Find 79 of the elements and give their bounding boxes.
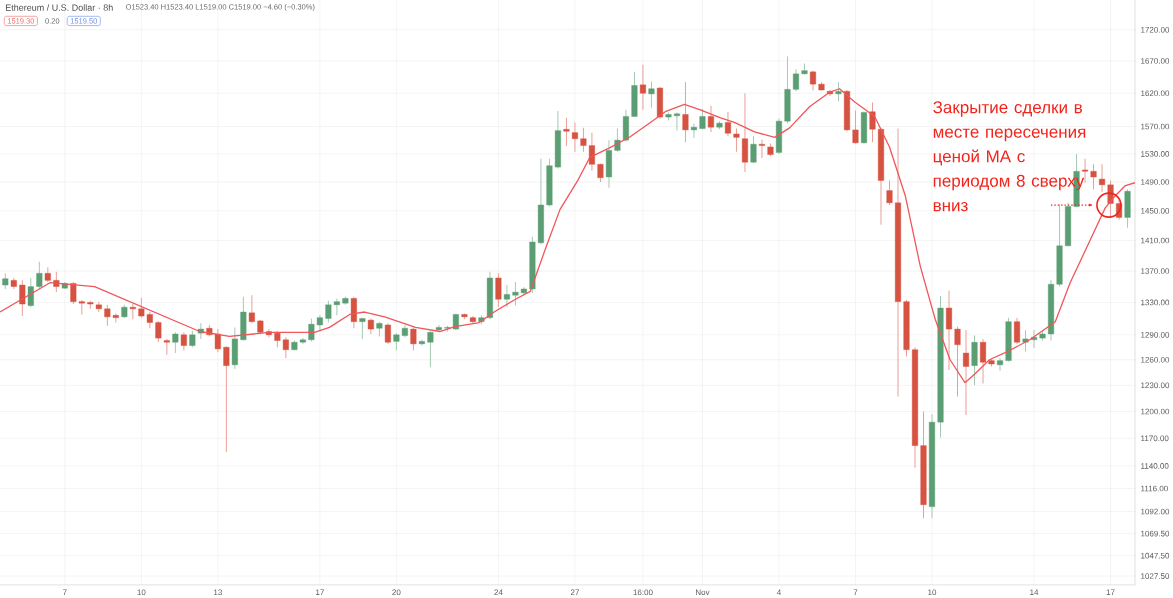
x-tick-label: 13 bbox=[214, 589, 222, 596]
candlestick bbox=[971, 335, 978, 386]
candlestick bbox=[724, 111, 731, 137]
candlestick bbox=[571, 121, 578, 153]
x-tick-label: 20 bbox=[392, 589, 401, 596]
candlestick bbox=[214, 328, 221, 353]
x-tick-label: 7 bbox=[63, 589, 67, 595]
candlestick bbox=[648, 81, 655, 109]
candlestick bbox=[223, 345, 230, 453]
x-tick-label: 27 bbox=[570, 589, 579, 596]
y-tick-label: 1116.00 bbox=[1141, 485, 1168, 492]
y-tick-label: 1290.00 bbox=[1141, 331, 1170, 338]
candlestick bbox=[792, 68, 799, 92]
candlestick bbox=[733, 128, 740, 153]
y-tick-label: 1410.00 bbox=[1141, 237, 1170, 244]
candlestick bbox=[741, 92, 748, 173]
candlestick bbox=[869, 101, 876, 143]
chart-title: Ethereum / U.S. Dollar · 8h bbox=[5, 4, 113, 11]
x-tick-label: 17 bbox=[316, 589, 324, 595]
x-tick-label: 10 bbox=[137, 589, 146, 596]
y-tick-label: 1370.00 bbox=[1141, 268, 1170, 274]
candlestick bbox=[36, 261, 43, 290]
candlestick bbox=[997, 357, 1004, 372]
x-tick-label: 4 bbox=[776, 589, 781, 595]
x-tick-label: 14 bbox=[1030, 589, 1039, 595]
y-tick-label: 1047.50 bbox=[1141, 552, 1170, 559]
y-tick-label: 1027.50 bbox=[1141, 573, 1170, 579]
candlestick bbox=[1014, 317, 1021, 345]
x-tick-label: 7 bbox=[853, 589, 858, 595]
candlestick bbox=[350, 296, 357, 329]
candlestick bbox=[503, 284, 510, 308]
y-tick-label: 1200.00 bbox=[1141, 408, 1170, 415]
y-tick-label: 1230.00 bbox=[1141, 382, 1170, 389]
candlestick bbox=[963, 329, 970, 416]
candlestick bbox=[954, 326, 961, 398]
candlestick bbox=[690, 123, 697, 139]
candlestick bbox=[1099, 163, 1106, 193]
x-tick-label: 16:00 bbox=[633, 589, 653, 596]
candlestick bbox=[19, 279, 26, 317]
x-tick-label: 17 bbox=[1106, 589, 1115, 595]
y-tick-label: 1570.00 bbox=[1141, 123, 1170, 130]
candlestick bbox=[980, 338, 987, 385]
x-tick-label: Nov bbox=[696, 589, 710, 596]
candlestick bbox=[835, 81, 842, 102]
candlestick bbox=[639, 64, 646, 111]
y-tick-label: 1092.00 bbox=[1141, 508, 1170, 515]
candlestick bbox=[750, 135, 757, 164]
candlestick bbox=[886, 180, 893, 206]
x-tick-label: 10 bbox=[928, 589, 937, 596]
candlestick bbox=[172, 331, 179, 354]
candlestick bbox=[427, 330, 434, 368]
y-tick-label: 1530.00 bbox=[1141, 151, 1170, 157]
y-tick-label: 1620.00 bbox=[1141, 90, 1170, 97]
candlestick bbox=[410, 326, 417, 352]
y-tick-label: 1140.00 bbox=[1141, 463, 1169, 469]
candlestick bbox=[563, 117, 570, 147]
candlestick bbox=[1090, 163, 1097, 190]
candlestick bbox=[758, 138, 765, 159]
candlestick bbox=[155, 320, 162, 343]
candlestick bbox=[707, 105, 714, 133]
y-tick-label: 1170.00 bbox=[1141, 435, 1169, 442]
candlestick bbox=[946, 290, 953, 371]
y-tick-label: 1720.00 bbox=[1141, 26, 1170, 33]
y-tick-label: 1330.00 bbox=[1141, 299, 1170, 306]
y-tick-label: 1260.00 bbox=[1141, 356, 1170, 363]
candlestick bbox=[852, 109, 859, 145]
candlestick bbox=[27, 277, 34, 308]
y-tick-label: 1670.00 bbox=[1141, 58, 1170, 64]
candlestick bbox=[682, 81, 689, 143]
x-tick-label: 24 bbox=[494, 589, 503, 596]
y-tick-label: 1069.50 bbox=[1141, 530, 1170, 537]
candlestick bbox=[495, 272, 502, 308]
y-tick-label: 1490.00 bbox=[1141, 179, 1170, 185]
candlestick bbox=[384, 322, 391, 345]
candlestick bbox=[180, 331, 187, 352]
candlestick bbox=[248, 294, 255, 324]
candlestick bbox=[1082, 158, 1089, 184]
candlestick bbox=[163, 338, 170, 356]
y-tick-label: 1450.00 bbox=[1141, 207, 1170, 214]
